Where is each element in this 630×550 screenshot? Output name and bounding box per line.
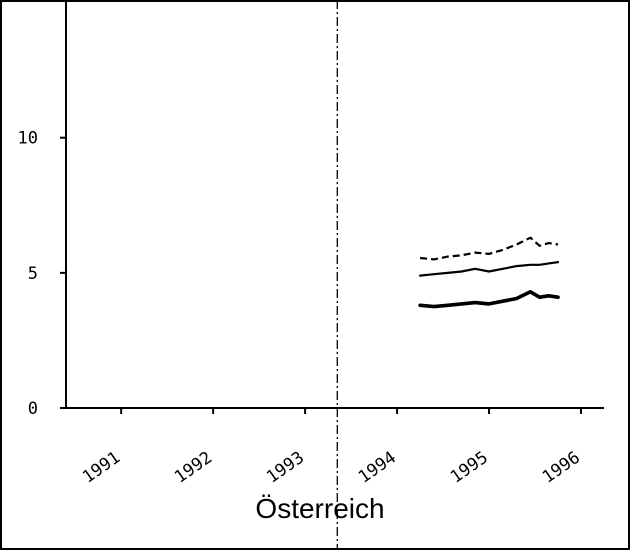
- x-tick-label: 1993: [263, 448, 308, 488]
- x-tick-label: 1992: [171, 448, 216, 488]
- x-tick-label: 1991: [79, 448, 124, 488]
- x-tick-label: 1994: [355, 448, 400, 488]
- y-ticks: 0 5 10: [18, 129, 66, 419]
- series-group: [418, 236, 560, 309]
- series-line-1: [419, 236, 559, 261]
- y-tick-label: 0: [28, 399, 38, 419]
- y-tick-label: 10: [18, 129, 38, 149]
- x-tick-label: 1995: [447, 448, 492, 488]
- y-tick-label: 5: [28, 264, 38, 284]
- x-tick-label: 1996: [539, 448, 584, 488]
- chart-title: Österreich: [255, 493, 384, 524]
- series-line-2: [419, 261, 560, 277]
- series-line-3: [418, 289, 560, 309]
- x-ticks: 1991 1992 1993 1994 1995 1996: [79, 408, 584, 488]
